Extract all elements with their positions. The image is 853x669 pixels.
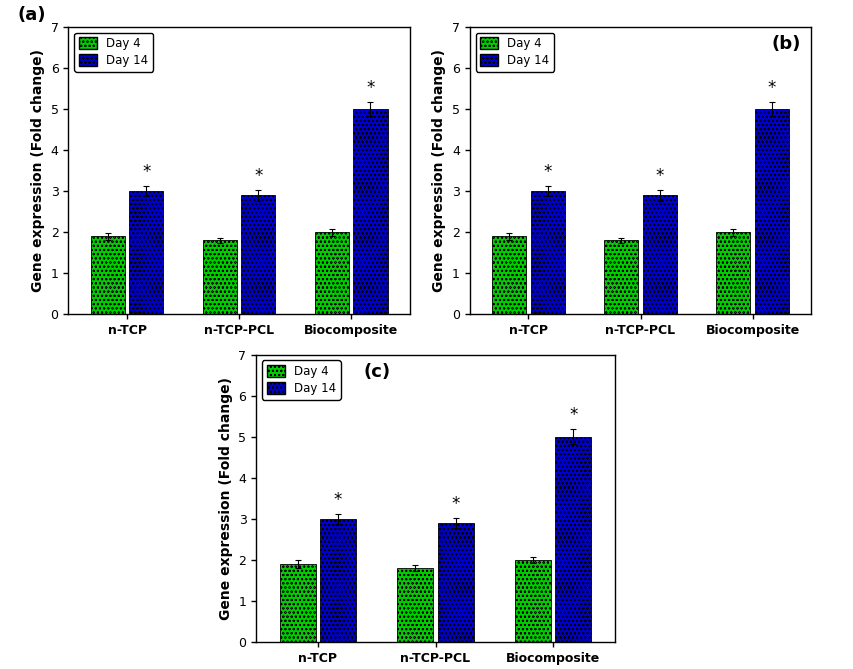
Text: *: * bbox=[366, 79, 374, 96]
Y-axis label: Gene expression (Fold change): Gene expression (Fold change) bbox=[31, 49, 45, 292]
Bar bbox=[129, 191, 163, 314]
Bar bbox=[203, 240, 237, 314]
Bar bbox=[241, 195, 275, 314]
Bar bbox=[754, 109, 788, 314]
Bar bbox=[554, 437, 590, 642]
Text: *: * bbox=[767, 79, 775, 96]
Text: *: * bbox=[451, 495, 460, 512]
Bar bbox=[397, 568, 432, 642]
Bar bbox=[315, 232, 349, 314]
Y-axis label: Gene expression (Fold change): Gene expression (Fold change) bbox=[218, 377, 233, 620]
Y-axis label: Gene expression (Fold change): Gene expression (Fold change) bbox=[432, 49, 446, 292]
Legend: Day 4, Day 14: Day 4, Day 14 bbox=[262, 361, 340, 399]
Text: *: * bbox=[569, 407, 577, 424]
Text: *: * bbox=[543, 163, 551, 181]
Bar bbox=[438, 523, 473, 642]
Legend: Day 4, Day 14: Day 4, Day 14 bbox=[74, 33, 153, 72]
Bar bbox=[353, 109, 387, 314]
Bar bbox=[514, 560, 550, 642]
Text: *: * bbox=[254, 167, 262, 185]
Text: *: * bbox=[655, 167, 663, 185]
Bar bbox=[491, 236, 525, 314]
Bar bbox=[716, 232, 750, 314]
Legend: Day 4, Day 14: Day 4, Day 14 bbox=[475, 33, 554, 72]
Bar bbox=[604, 240, 638, 314]
Bar bbox=[530, 191, 564, 314]
Text: *: * bbox=[334, 490, 342, 508]
Bar bbox=[280, 564, 316, 642]
Bar bbox=[320, 519, 356, 642]
Text: (a): (a) bbox=[17, 6, 45, 24]
Text: *: * bbox=[142, 163, 150, 181]
Bar bbox=[90, 236, 125, 314]
Text: (b): (b) bbox=[771, 35, 800, 54]
Text: (c): (c) bbox=[363, 363, 391, 381]
Bar bbox=[642, 195, 676, 314]
